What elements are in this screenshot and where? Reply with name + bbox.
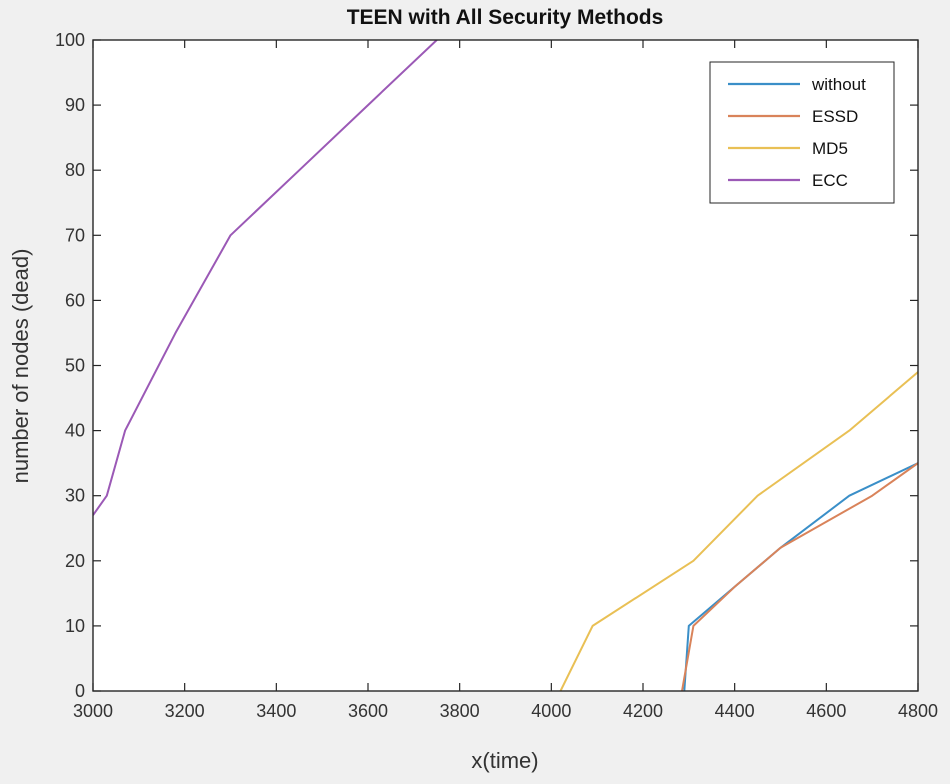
y-tick-label: 50 xyxy=(65,356,85,376)
x-tick-label: 4000 xyxy=(531,701,571,721)
chart-title: TEEN with All Security Methods xyxy=(347,6,664,29)
legend-label-without: without xyxy=(811,75,866,94)
y-tick-label: 70 xyxy=(65,225,85,245)
x-tick-label: 3800 xyxy=(440,701,480,721)
y-tick-label: 80 xyxy=(65,160,85,180)
ticks-layer: 3000 3200 3400 3600 3800 4000 4200 4400 4600 4800… xyxy=(55,30,938,721)
y-tick-label: 20 xyxy=(65,551,85,571)
legend-label-md5: MD5 xyxy=(812,139,848,158)
y-tick-label: 30 xyxy=(65,486,85,506)
legend: without ESSD MD5 ECC xyxy=(709,61,895,204)
series-layer xyxy=(93,40,918,691)
y-tick-label: 10 xyxy=(65,616,85,636)
y-tick-label: 40 xyxy=(65,421,85,441)
y-axis-label: number of nodes (dead) xyxy=(8,249,33,484)
series-line-md5 xyxy=(559,371,918,691)
x-axis-label: x(time) xyxy=(471,748,538,773)
x-tick-label: 4600 xyxy=(806,701,846,721)
x-tick-label: 3400 xyxy=(256,701,296,721)
series-line-ecc xyxy=(93,40,438,516)
x-tick-label: 4200 xyxy=(623,701,663,721)
x-tick-label: 3000 xyxy=(73,701,113,721)
series-line-essd xyxy=(681,462,918,691)
legend-label-ecc: ECC xyxy=(812,171,848,190)
y-tick-label: 0 xyxy=(75,681,85,701)
x-tick-label: 4800 xyxy=(898,701,938,721)
x-tick-label: 3200 xyxy=(165,701,205,721)
y-tick-label: 90 xyxy=(65,95,85,115)
y-tick-label: 60 xyxy=(65,290,85,310)
y-tick-label: 100 xyxy=(55,30,85,50)
x-tick-label: 4400 xyxy=(715,701,755,721)
legend-label-essd: ESSD xyxy=(812,107,858,126)
x-tick-label: 3600 xyxy=(348,701,388,721)
